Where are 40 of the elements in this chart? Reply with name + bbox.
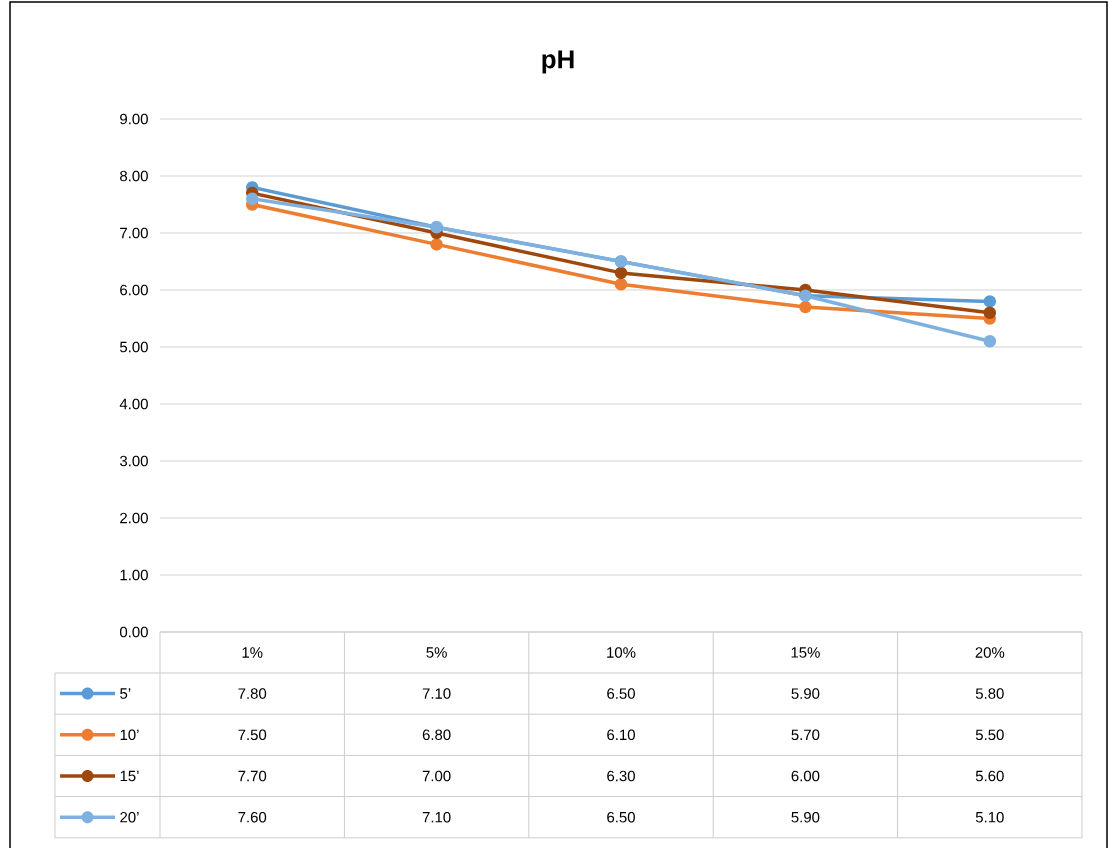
y-tick-label: 0.00: [119, 626, 148, 638]
x-tick-label: 5%: [426, 647, 447, 658]
data-label: 5.50: [975, 729, 1004, 741]
data-label: 7.70: [238, 770, 267, 782]
data-label: 6.30: [607, 770, 635, 782]
chart-title: pH: [542, 50, 574, 74]
y-tick-label: 5.00: [120, 341, 148, 353]
data-label: 5.60: [975, 770, 1004, 782]
data-label: 7.80: [238, 688, 267, 699]
data-label: 6.50: [607, 811, 635, 823]
y-tick-label: 7.00: [120, 227, 148, 239]
data-label: 6.10: [607, 729, 635, 741]
legend-label: 5’: [120, 688, 131, 699]
data-label: 7.50: [238, 729, 267, 741]
data-label: 6.80: [422, 729, 451, 741]
y-tick-label: 2.00: [120, 512, 148, 524]
data-label: 5.90: [791, 688, 820, 699]
x-tick-label: 20%: [975, 647, 1005, 658]
data-label: 7.10: [422, 688, 451, 699]
y-tick-label: 4.00: [119, 398, 148, 410]
data-label: 7.60: [238, 811, 267, 823]
y-tick-label: 6.00: [120, 284, 148, 296]
x-tick-label: 15%: [791, 647, 820, 658]
x-tick-label: 10%: [607, 647, 636, 658]
data-label: 5.80: [975, 688, 1004, 699]
legend-label: 20’: [120, 811, 139, 823]
y-tick-label: 3.00: [119, 455, 148, 467]
legend-label: 15’: [120, 770, 139, 782]
y-tick-label: 8.00: [120, 170, 148, 182]
data-label: 5.70: [791, 729, 820, 741]
x-tick-label: 1%: [242, 647, 263, 658]
data-label: 7.10: [422, 811, 451, 823]
data-label: 6.50: [607, 688, 635, 699]
y-tick-label: 1.00: [120, 569, 148, 581]
y-tick-label: 9.00: [120, 113, 148, 125]
data-label: 6.00: [791, 770, 820, 782]
data-label: 7.00: [422, 770, 451, 782]
legend-label: 10’: [120, 729, 139, 741]
data-label: 5.10: [975, 811, 1004, 823]
data-label: 5.90: [791, 811, 820, 823]
